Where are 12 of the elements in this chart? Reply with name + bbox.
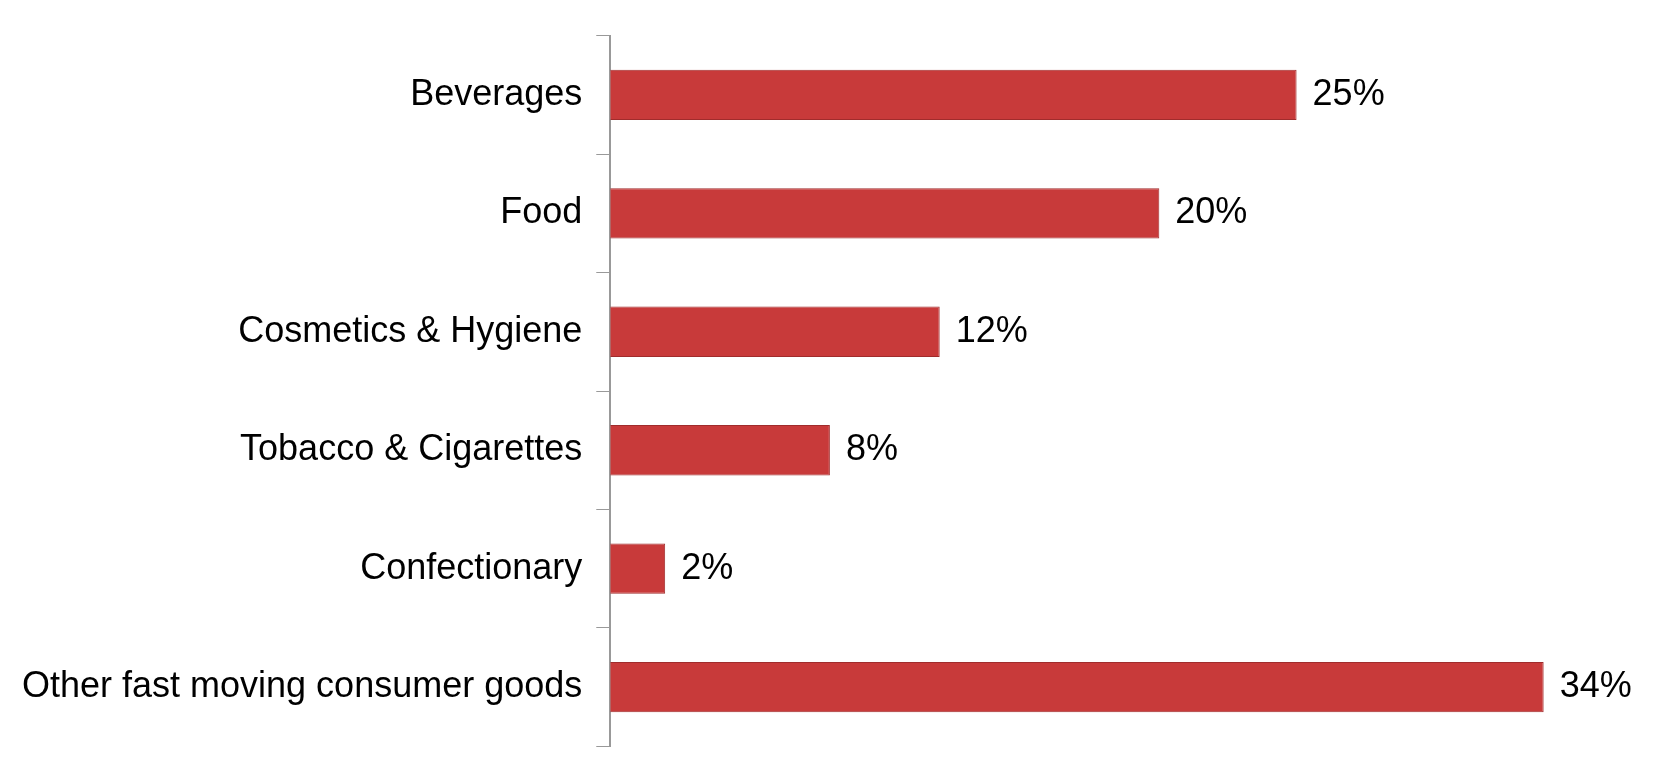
data-label: 25% (1312, 71, 1385, 113)
data-label: 2% (681, 545, 734, 587)
data-label: 20% (1175, 190, 1248, 232)
y-tick-label: Confectionary (360, 545, 583, 587)
data-label: 12% (955, 308, 1028, 350)
data-label: 34% (1559, 664, 1632, 706)
y-tick-label: Other fast moving consumer goods (21, 664, 583, 706)
y-tick-label: Food (500, 190, 583, 232)
y-tick-label: Cosmetics & Hygiene (238, 308, 583, 350)
y-tick-label: Tobacco & Cigarettes (240, 427, 583, 469)
data-label: 8% (845, 427, 898, 469)
y-tick-label: Beverages (410, 71, 583, 113)
